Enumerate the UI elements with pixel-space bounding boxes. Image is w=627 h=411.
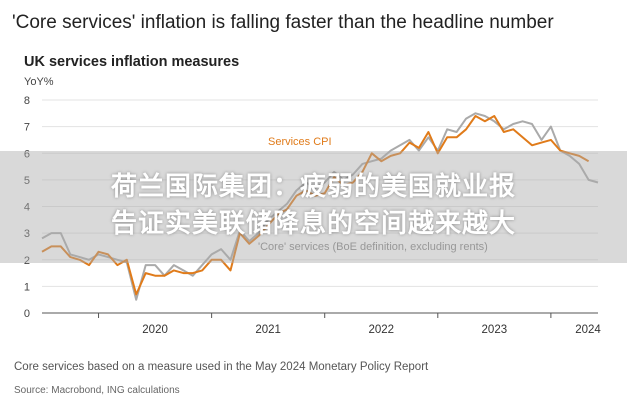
x-tick-label: 2023 bbox=[482, 324, 508, 336]
y-axis-label: YoY% bbox=[24, 76, 54, 88]
chart-note: Core services based on a measure used in… bbox=[14, 361, 429, 373]
watermark-banner bbox=[0, 151, 627, 263]
y-tick-label: 5 bbox=[24, 175, 30, 187]
y-tick-label: 6 bbox=[24, 148, 30, 160]
y-tick-label: 4 bbox=[24, 202, 30, 214]
series-line-core-services bbox=[41, 112, 599, 301]
y-tick-label: 1 bbox=[24, 281, 30, 293]
chart-title: UK services inflation measures bbox=[24, 54, 240, 70]
series-label-core-services: 'Core' services (BoE definition, excludi… bbox=[258, 241, 488, 253]
x-tick-label: 2024 bbox=[575, 324, 601, 336]
chart-headline: 'Core services' inflation is falling fas… bbox=[12, 12, 554, 33]
series-label-services-cpi: Services CPI bbox=[268, 136, 332, 148]
y-tick-label: 3 bbox=[24, 228, 30, 240]
y-tick-label: 8 bbox=[24, 95, 30, 107]
y-tick-label: 7 bbox=[24, 122, 30, 134]
y-tick-label: 0 bbox=[24, 308, 30, 320]
watermark-text-line-1: 荷兰国际集团：疲弱的美国就业报 bbox=[110, 172, 516, 202]
series-line-services-cpi bbox=[41, 115, 590, 296]
y-tick-label: 2 bbox=[24, 255, 30, 267]
watermark-text-line-2: 告证实美联储降息的空间越来越大 bbox=[110, 209, 516, 239]
x-tick-label: 2022 bbox=[368, 324, 394, 336]
chart-source: Source: Macrobond, ING calculations bbox=[14, 385, 180, 396]
x-tick-label: 2020 bbox=[142, 324, 168, 336]
x-tick-label: 2021 bbox=[255, 324, 281, 336]
